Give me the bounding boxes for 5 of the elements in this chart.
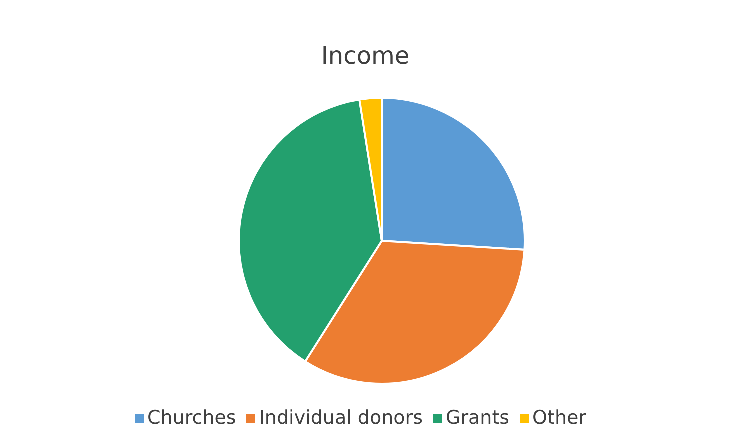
legend-label: Other	[532, 407, 586, 429]
legend-label: Grants	[446, 407, 510, 429]
legend-label: Individual donors	[259, 407, 423, 429]
chart-title: Income	[320, 42, 411, 70]
legend-label: Churches	[148, 407, 236, 429]
